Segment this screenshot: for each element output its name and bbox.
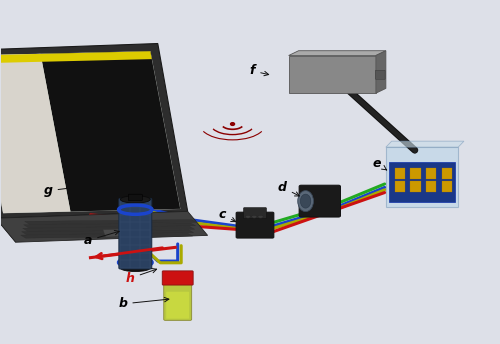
- Polygon shape: [24, 223, 196, 228]
- FancyBboxPatch shape: [386, 147, 458, 207]
- FancyBboxPatch shape: [119, 198, 152, 269]
- Polygon shape: [386, 141, 464, 147]
- Polygon shape: [288, 51, 386, 55]
- FancyBboxPatch shape: [166, 292, 189, 319]
- Text: e: e: [373, 157, 386, 170]
- Polygon shape: [376, 51, 386, 93]
- FancyBboxPatch shape: [394, 181, 404, 192]
- Polygon shape: [0, 212, 208, 242]
- Text: b: b: [118, 298, 169, 310]
- Text: h: h: [126, 269, 156, 285]
- Ellipse shape: [258, 215, 263, 218]
- Polygon shape: [0, 44, 188, 218]
- Polygon shape: [103, 228, 141, 237]
- FancyBboxPatch shape: [389, 162, 456, 202]
- FancyBboxPatch shape: [426, 181, 436, 192]
- Ellipse shape: [298, 191, 314, 212]
- Text: c: c: [219, 208, 236, 222]
- FancyBboxPatch shape: [394, 168, 404, 179]
- FancyBboxPatch shape: [410, 168, 420, 179]
- Polygon shape: [0, 51, 180, 213]
- Ellipse shape: [120, 264, 150, 271]
- Ellipse shape: [230, 123, 234, 126]
- Text: g: g: [44, 184, 84, 197]
- Ellipse shape: [120, 196, 150, 203]
- FancyBboxPatch shape: [442, 181, 452, 192]
- Polygon shape: [22, 230, 194, 235]
- FancyBboxPatch shape: [244, 208, 266, 218]
- Polygon shape: [40, 51, 180, 212]
- Ellipse shape: [300, 194, 311, 208]
- Polygon shape: [288, 55, 376, 93]
- Ellipse shape: [246, 215, 250, 218]
- FancyBboxPatch shape: [164, 280, 192, 320]
- Polygon shape: [22, 226, 194, 231]
- Text: a: a: [84, 230, 119, 247]
- Polygon shape: [24, 219, 196, 224]
- FancyBboxPatch shape: [410, 181, 420, 192]
- Polygon shape: [0, 218, 16, 242]
- FancyBboxPatch shape: [162, 271, 193, 285]
- FancyBboxPatch shape: [299, 185, 341, 217]
- FancyBboxPatch shape: [442, 168, 452, 179]
- FancyBboxPatch shape: [426, 168, 436, 179]
- Ellipse shape: [252, 215, 257, 218]
- Text: d: d: [278, 181, 299, 196]
- Text: f: f: [250, 64, 268, 77]
- FancyBboxPatch shape: [128, 194, 142, 201]
- Polygon shape: [20, 233, 192, 238]
- FancyBboxPatch shape: [236, 212, 274, 238]
- FancyBboxPatch shape: [376, 70, 385, 79]
- Polygon shape: [0, 51, 152, 63]
- Polygon shape: [0, 54, 70, 213]
